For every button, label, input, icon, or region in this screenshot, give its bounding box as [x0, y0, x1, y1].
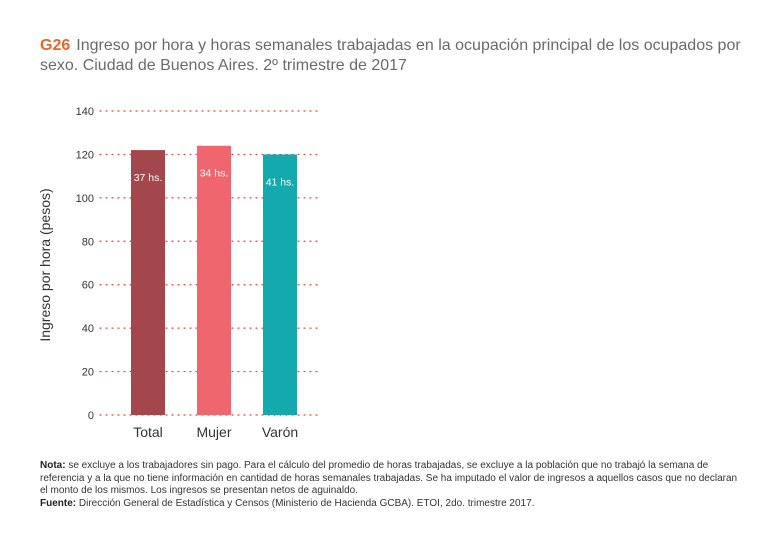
nota-label: Nota:: [40, 460, 66, 471]
chart-code: G26: [40, 37, 71, 54]
x-tick-label: Total: [133, 424, 163, 440]
x-tick-label: Varón: [262, 424, 298, 440]
bar-varn: [263, 154, 297, 415]
fuente-label: Fuente:: [40, 497, 77, 509]
fuente-text: Dirección General de Estadística y Censo…: [76, 497, 535, 509]
chart-title-text: Ingreso por hora y horas semanales traba…: [40, 37, 741, 74]
y-axis-label: Ingreso por hora (pesos): [37, 188, 53, 341]
nota: Nota: se excluye a los trabajadores sin …: [40, 460, 740, 498]
nota-text: se excluye a los trabajadores sin pago. …: [40, 460, 738, 496]
bar-data-label: 37 hs.: [134, 172, 163, 184]
bar-total: [131, 150, 165, 416]
y-tick-label: 100: [76, 193, 94, 205]
y-tick-label: 60: [82, 280, 94, 292]
bar-mujer: [197, 145, 231, 415]
bar-data-label: 41 hs.: [266, 176, 295, 188]
notes-block: Nota: se excluye a los trabajadores sin …: [40, 460, 740, 510]
y-axis-ticks: 0 20 40 60 80 100 120 140: [76, 106, 94, 422]
y-tick-label: 140: [76, 106, 94, 118]
y-tick-label: 40: [82, 323, 94, 335]
bars: 37 hs. 34 hs. 41 hs.: [131, 145, 297, 416]
y-tick-label: 120: [76, 149, 94, 161]
y-tick-label: 80: [82, 236, 94, 248]
fuente: Fuente: Dirección General de Estadística…: [40, 498, 740, 511]
bar-data-label: 34 hs.: [200, 168, 229, 180]
y-tick-label: 0: [88, 410, 94, 422]
x-axis-ticks: Total Mujer Varón: [133, 424, 298, 440]
chart-title: G26 Ingreso por hora y horas semanales tr…: [40, 36, 750, 76]
x-tick-label: Mujer: [196, 424, 231, 440]
y-tick-label: 20: [82, 367, 94, 379]
